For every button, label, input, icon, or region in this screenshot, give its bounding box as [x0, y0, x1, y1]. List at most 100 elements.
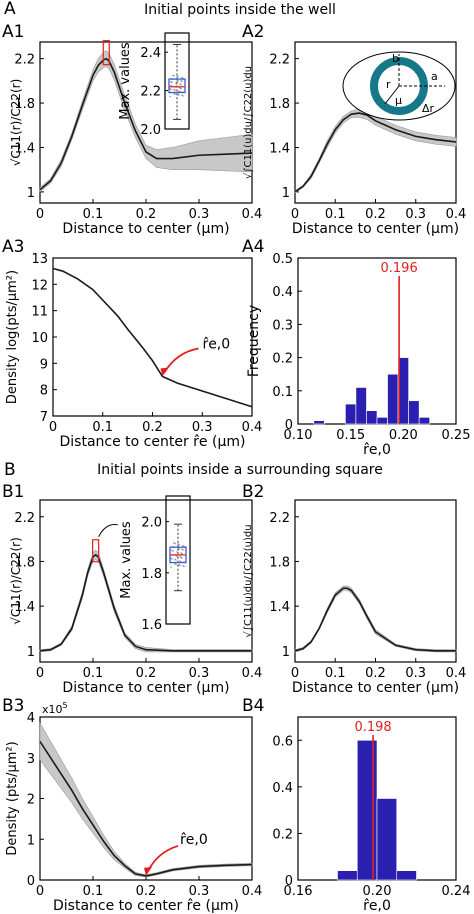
inset-scatter-point — [175, 82, 177, 85]
plot-frame — [294, 499, 457, 663]
y-axis-label: Density log(pts/μm²) — [5, 270, 20, 404]
panel-a1: A1 0 0.1 0.2 0.3 0.4 1 1.4 1.8 2.2 Distance to cen… — [2, 22, 262, 237]
x-tick-label: 0.10 — [284, 428, 313, 443]
panel-label: B2 — [242, 482, 264, 502]
inset-tick-label: 2.4 — [140, 46, 161, 61]
y-tick-label: 0.2 — [272, 352, 293, 367]
inset-scatter-point — [181, 76, 183, 79]
y-tick-label: 0 — [27, 874, 35, 889]
x-tick-label: 0.1 — [83, 207, 104, 222]
y-tick-label: 1 — [282, 186, 290, 201]
inset-scatter-point — [176, 551, 178, 553]
x-tick-label: 0.1 — [83, 884, 104, 899]
x-tick-label: 0.3 — [405, 666, 426, 681]
y-tick-label: 0.5 — [272, 252, 293, 267]
y-tick-label: 0 — [285, 874, 293, 889]
x-tick-label: 0.2 — [136, 884, 157, 899]
x-tick-label: 0.4 — [242, 666, 263, 681]
section-a-title: Initial points inside the well — [144, 2, 336, 18]
y-axis-label: Frequency — [246, 305, 262, 377]
panel-label: A1 — [2, 22, 24, 42]
histogram-bar — [418, 417, 430, 425]
x-tick-label: 0 — [36, 884, 44, 899]
section-b-letter: B — [4, 460, 16, 480]
inset-y-label: Max. values — [118, 42, 133, 120]
x-tick-label: 0.3 — [189, 666, 210, 681]
y-tick-label: 13 — [31, 252, 48, 267]
x-tick-label: 0.1 — [325, 207, 346, 222]
radius-line — [384, 85, 400, 105]
x-tick-label: 0.3 — [189, 884, 210, 899]
x-tick-label: 0 — [36, 666, 44, 681]
x-tick-label: 0.4 — [446, 666, 467, 681]
mean-marker-label: 0.196 — [381, 261, 418, 276]
x-tick-label: 0.20 — [363, 884, 392, 899]
annotation-arrow — [163, 347, 199, 373]
panel-label: B4 — [242, 696, 264, 716]
y-tick-label: 0.4 — [272, 781, 293, 796]
x-tick-label: 0.3 — [189, 207, 210, 222]
plot-frame — [297, 257, 457, 425]
x-tick-label: 0.1 — [325, 666, 346, 681]
panel-b3: B3 0 0.1 0.2 0.3 0.4 0 1 2 3 4 Distance to center r… — [2, 696, 262, 914]
y-tick-label: 1 — [27, 186, 35, 201]
panel-label: B3 — [2, 696, 24, 716]
x-tick-label: 0.4 — [446, 207, 467, 222]
x-tick-label: 0.2 — [136, 666, 157, 681]
x-tick-label: 0 — [291, 666, 299, 681]
histogram-bar — [397, 357, 409, 425]
inset-scatter-point — [180, 552, 182, 554]
annotation-label: r̂e,0 — [202, 337, 230, 353]
section-b-title: Initial points inside a surrounding squa… — [97, 462, 383, 478]
y-tick-label: 2.2 — [269, 511, 290, 526]
series-line — [294, 587, 456, 652]
y-tick-label: 2 — [27, 793, 35, 808]
confidence-band — [39, 549, 253, 653]
histogram-bar — [345, 403, 357, 425]
x-axis-label: Distance to center (μm) — [292, 221, 459, 237]
histogram-bar — [387, 373, 399, 425]
y-tick-label: 2.2 — [269, 53, 290, 68]
series-line — [52, 267, 253, 408]
x-axis-label: Distance to center r̂e (μm) — [60, 434, 246, 450]
y-tick-label: 1 — [27, 645, 35, 660]
y-tick-label: 10 — [31, 331, 48, 346]
inset-tick-label: 1.8 — [141, 567, 162, 582]
inset-scatter-point — [170, 566, 172, 568]
inset-scatter-point — [172, 74, 174, 77]
x-tick-label: 0.20 — [389, 428, 418, 443]
panel-b2: B2 0 0.1 0.2 0.3 0.4 1 1.4 1.8 2.2 Distance to cen… — [242, 482, 466, 696]
peak-marker — [92, 539, 100, 563]
panel-label: A3 — [2, 237, 24, 257]
inset-tick-label: 2.0 — [140, 123, 161, 138]
inset-scatter-point — [178, 90, 180, 92]
inset-frame — [165, 495, 191, 625]
x-tick-label: 0.2 — [142, 420, 163, 435]
x-tick-label: 0.3 — [192, 420, 213, 435]
x-tick-label: 0.2 — [365, 207, 386, 222]
y-tick-label: 1 — [282, 645, 290, 660]
inset-y-label: Max. values — [119, 521, 134, 599]
histogram-bar — [376, 798, 398, 881]
inset-scatter-point — [179, 555, 181, 558]
y-tick-label: 0.1 — [272, 385, 293, 400]
y-tick-label: 3 — [27, 752, 35, 767]
inset-scatter-point — [180, 80, 182, 82]
mean-marker-label: 0.198 — [354, 720, 391, 735]
y-tick-label: 1.8 — [269, 97, 290, 112]
x-axis-label: Distance to center (μm) — [292, 680, 459, 696]
inset-scatter-point — [182, 564, 184, 567]
histogram-bar — [355, 387, 367, 425]
y-tick-label: 0.3 — [272, 318, 293, 333]
x-tick-label: 0.15 — [336, 428, 365, 443]
panel-a4: A4 0.10 0.15 0.20 0.25 0 0.1 0.2 0.3 0.4 0.5 r̂e,0 F… — [242, 237, 470, 458]
y-tick-label: 1.4 — [269, 141, 290, 156]
inset-scatter-point — [179, 560, 181, 562]
annotation-arrowhead — [160, 367, 169, 377]
inset-scatter-point — [177, 543, 179, 545]
diagram-label-b: b — [392, 52, 399, 65]
inset-scatter-point — [169, 95, 171, 98]
histogram-bar — [313, 420, 325, 425]
inset-scatter-point — [170, 80, 172, 83]
